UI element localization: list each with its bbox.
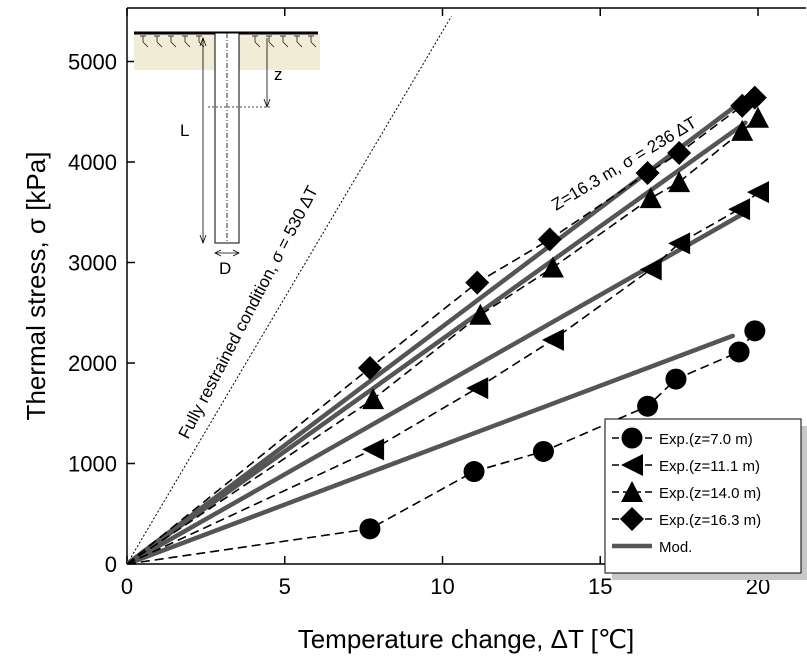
legend-label: Exp.(z=14.0 m): [659, 485, 761, 502]
data-point-triangle-left: [362, 438, 384, 460]
data-point-triangle-left: [466, 377, 488, 399]
legend-label: Exp.(z=11.1 m): [659, 458, 760, 475]
inset-label-D: D: [219, 259, 231, 278]
data-point-triangle-left: [640, 259, 662, 281]
data-point-circle: [359, 518, 380, 539]
legend: Exp.(z=7.0 m) Exp.(z=11.1 m) Exp.(z=14.0 m…: [605, 419, 807, 580]
annotation-fully-restrained: Fully restrained condition, σ = 530 ΔT: [175, 183, 322, 442]
y-axis-ticks: 0 1000 2000 3000 4000 5000: [68, 50, 135, 578]
legend-label: Exp.(z=16.3 m): [659, 512, 761, 529]
legend-marker-circle: [622, 428, 643, 449]
data-point-diamond: [465, 271, 489, 295]
y-tick-label: 3000: [68, 251, 117, 276]
y-tick-label: 0: [105, 552, 117, 577]
x-tick-label: 0: [121, 574, 133, 599]
inset-label-L: L: [180, 121, 189, 140]
y-tick-label: 2000: [68, 351, 117, 376]
x-axis-label: Temperature change, ΔT [℃]: [298, 624, 635, 654]
y-tick-label: 4000: [68, 150, 117, 175]
data-point-circle: [744, 320, 765, 341]
x-tick-label: 10: [430, 574, 454, 599]
x-tick-label: 15: [588, 574, 612, 599]
legend-label: Mod.: [659, 539, 692, 556]
x-tick-label: 5: [279, 574, 291, 599]
y-axis-label: Thermal stress, σ [kPa]: [21, 152, 51, 421]
data-point-triangle-left: [542, 329, 564, 351]
data-point-diamond: [538, 227, 562, 251]
fully-restrained-reference-line: [127, 16, 451, 564]
data-point-circle: [729, 341, 750, 362]
data-point-circle: [637, 396, 658, 417]
inset-label-z: z: [274, 65, 283, 84]
data-point-circle: [665, 369, 686, 390]
data-point-circle: [464, 461, 485, 482]
y-tick-label: 5000: [68, 50, 117, 75]
data-point-triangle-up: [747, 107, 769, 128]
data-point-triangle-left: [747, 181, 769, 203]
legend-label: Exp.(z=7.0 m): [659, 431, 753, 448]
data-point-circle: [533, 441, 554, 462]
y-tick-label: 1000: [68, 452, 117, 477]
annotation-z16-fit: Z=16.3 m, σ = 236 ΔT: [548, 113, 700, 215]
